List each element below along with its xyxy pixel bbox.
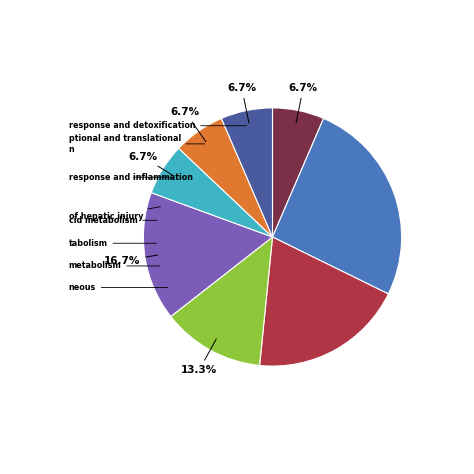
Text: metabolism: metabolism: [69, 262, 160, 271]
Text: 6.7%: 6.7%: [171, 107, 206, 142]
Wedge shape: [171, 237, 273, 365]
Text: ptional and translational
n: ptional and translational n: [69, 134, 205, 154]
Text: neous: neous: [69, 283, 168, 292]
Text: 6.7%: 6.7%: [289, 83, 318, 123]
Text: 13.3%: 13.3%: [181, 339, 217, 375]
Text: 16.7%: 16.7%: [104, 255, 157, 266]
Text: tabolism: tabolism: [69, 239, 156, 248]
Wedge shape: [144, 192, 273, 317]
Text: of hepatic injury: of hepatic injury: [69, 207, 160, 221]
Text: 6.7%: 6.7%: [227, 83, 256, 123]
Text: cid metabolism: cid metabolism: [69, 216, 157, 225]
Wedge shape: [273, 108, 324, 237]
Wedge shape: [221, 108, 273, 237]
Wedge shape: [179, 118, 273, 237]
Text: response and inflammation: response and inflammation: [69, 173, 192, 182]
Text: 6.7%: 6.7%: [128, 152, 173, 176]
Wedge shape: [260, 237, 388, 366]
Text: response and detoxification: response and detoxification: [69, 121, 247, 130]
Wedge shape: [273, 118, 401, 294]
Wedge shape: [151, 148, 273, 237]
